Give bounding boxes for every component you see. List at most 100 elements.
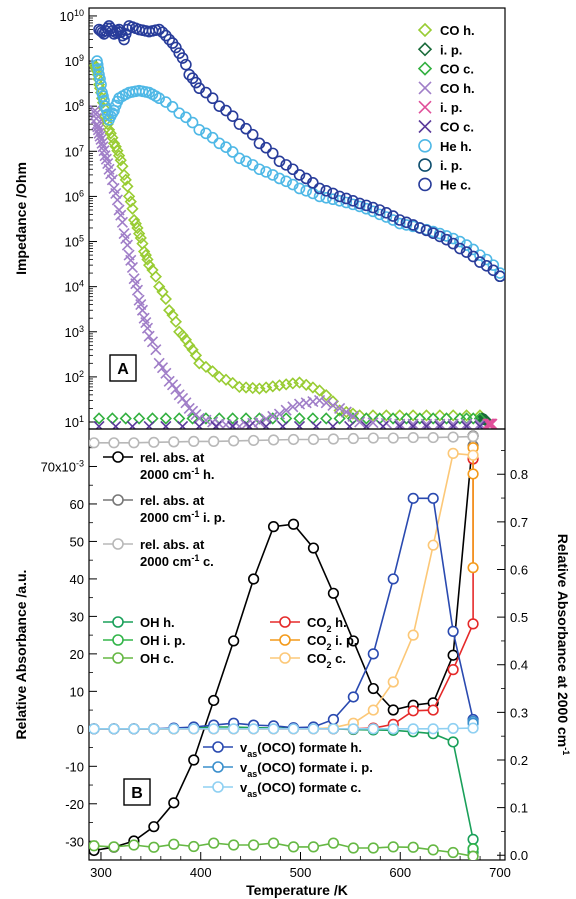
data-point xyxy=(120,232,132,245)
data-point xyxy=(127,213,141,227)
legend-label: i. p. xyxy=(440,42,462,57)
data-point xyxy=(393,217,406,230)
y2-tick-label: 0.7 xyxy=(510,515,528,530)
data-point xyxy=(347,723,359,735)
x-tick-label: 700 xyxy=(489,865,511,880)
data-point xyxy=(132,227,146,240)
data-point xyxy=(347,691,359,703)
panel-label-text: B xyxy=(131,785,143,802)
panel-label-text: A xyxy=(117,361,129,378)
data-point xyxy=(327,187,339,200)
data-point xyxy=(253,382,266,395)
data-point xyxy=(110,420,122,429)
legend-marker xyxy=(279,616,291,628)
y-tick-label: 107 xyxy=(65,143,84,159)
x-axis-label: Temperature /K xyxy=(246,882,348,898)
data-point xyxy=(260,420,272,429)
data-point xyxy=(447,736,459,748)
data-point xyxy=(300,397,312,409)
y2-axis-label: Relative Absorbance at 2000 cm-1 xyxy=(555,534,571,756)
panel-b-frame xyxy=(88,428,506,861)
data-point xyxy=(220,104,232,117)
data-point xyxy=(420,418,433,429)
y-tick-label: 1010 xyxy=(60,8,84,24)
data-point xyxy=(206,131,219,144)
series-co2-c xyxy=(89,447,479,735)
data-point xyxy=(183,68,196,81)
legend-marker xyxy=(112,652,124,664)
panel-label-b: B xyxy=(123,778,151,806)
data-point xyxy=(427,844,439,856)
legend-marker xyxy=(418,81,432,95)
data-point xyxy=(139,248,152,262)
data-point xyxy=(293,376,306,389)
data-point xyxy=(287,163,299,176)
data-point xyxy=(354,416,366,428)
data-point xyxy=(367,432,379,444)
data-point xyxy=(440,412,453,425)
data-point xyxy=(387,676,399,688)
data-point xyxy=(109,140,122,153)
data-point xyxy=(287,841,300,853)
data-point xyxy=(393,409,406,422)
series-co-c-x xyxy=(93,420,486,429)
legend-marker xyxy=(112,538,124,550)
data-point xyxy=(306,381,320,394)
data-point xyxy=(307,542,320,554)
legend-label: i. p. xyxy=(440,158,462,173)
data-point xyxy=(400,216,413,229)
data-point xyxy=(176,420,189,429)
data-point xyxy=(320,397,332,409)
data-point xyxy=(387,573,399,585)
data-point xyxy=(447,722,459,735)
data-point xyxy=(394,418,406,429)
data-point xyxy=(474,418,486,429)
data-point xyxy=(150,344,162,356)
data-point xyxy=(121,180,134,193)
data-point xyxy=(146,336,159,348)
data-point xyxy=(367,648,379,660)
data-point xyxy=(373,208,386,221)
data-point xyxy=(128,437,140,449)
data-point xyxy=(407,420,419,429)
data-point xyxy=(313,190,326,203)
data-point xyxy=(387,841,399,853)
data-point xyxy=(347,198,359,211)
legend-label: vas(OCO) formate c. xyxy=(240,780,361,799)
data-point xyxy=(407,492,419,504)
data-point xyxy=(138,245,151,258)
data-point xyxy=(327,420,339,429)
data-point xyxy=(467,562,479,574)
series-vas-oco-formate-c xyxy=(89,722,479,735)
legend-label: CO2 h. xyxy=(307,615,347,634)
data-point xyxy=(293,412,306,425)
series-he-c-circle xyxy=(93,20,505,283)
data-point xyxy=(89,723,100,735)
data-point xyxy=(393,214,406,226)
data-point xyxy=(287,433,300,446)
data-point xyxy=(340,406,352,418)
data-point xyxy=(131,284,144,296)
y-tick-label: 0 xyxy=(77,722,84,737)
data-point xyxy=(260,141,272,154)
data-point xyxy=(367,842,379,854)
legend-label: vas(OCO) formate h. xyxy=(240,740,362,759)
data-point xyxy=(163,304,176,317)
data-point xyxy=(180,58,192,71)
data-point xyxy=(367,205,379,218)
y-tick-label: 106 xyxy=(65,188,84,204)
data-point xyxy=(119,173,132,186)
data-point xyxy=(208,694,220,707)
legend-label: He h. xyxy=(440,139,472,154)
data-point xyxy=(110,187,122,199)
legend-label: CO c. xyxy=(440,120,474,135)
legend-label: He c. xyxy=(440,177,471,192)
panel-a-legend: CO h. i. p. CO c. CO h. i. p. CO c. He h. i. p.… xyxy=(417,22,475,192)
data-point xyxy=(170,41,182,54)
data-point xyxy=(141,253,154,266)
data-point xyxy=(193,412,205,425)
data-point xyxy=(427,431,439,444)
legend-marker xyxy=(417,22,433,38)
y-tick-label: 104 xyxy=(65,279,84,295)
data-point xyxy=(189,349,203,362)
